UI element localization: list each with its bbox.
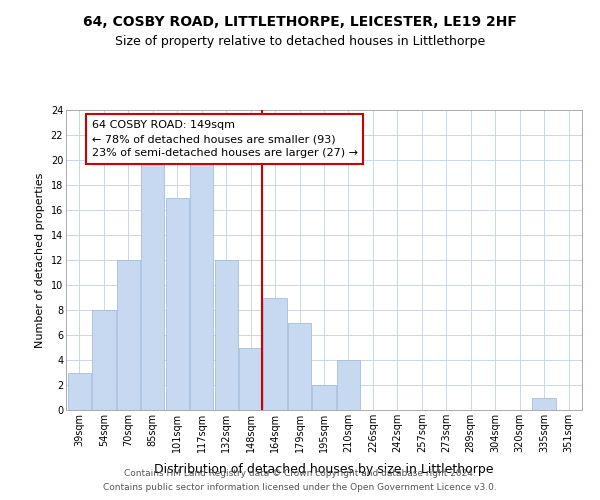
Bar xyxy=(141,160,164,410)
Bar xyxy=(239,348,262,410)
Text: Contains HM Land Registry data © Crown copyright and database right 2024.: Contains HM Land Registry data © Crown c… xyxy=(124,468,476,477)
Bar xyxy=(337,360,360,410)
Text: 64, COSBY ROAD, LITTLETHORPE, LEICESTER, LE19 2HF: 64, COSBY ROAD, LITTLETHORPE, LEICESTER,… xyxy=(83,15,517,29)
Bar xyxy=(190,160,214,410)
Text: 64 COSBY ROAD: 149sqm
← 78% of detached houses are smaller (93)
23% of semi-deta: 64 COSBY ROAD: 149sqm ← 78% of detached … xyxy=(92,120,358,158)
Bar xyxy=(313,385,335,410)
Bar xyxy=(215,260,238,410)
Bar xyxy=(532,398,556,410)
X-axis label: Distribution of detached houses by size in Littlethorpe: Distribution of detached houses by size … xyxy=(154,464,494,476)
Bar xyxy=(263,298,287,410)
Text: Size of property relative to detached houses in Littlethorpe: Size of property relative to detached ho… xyxy=(115,35,485,48)
Y-axis label: Number of detached properties: Number of detached properties xyxy=(35,172,45,348)
Bar xyxy=(166,198,189,410)
Bar xyxy=(68,372,91,410)
Bar xyxy=(92,310,116,410)
Bar xyxy=(117,260,140,410)
Text: Contains public sector information licensed under the Open Government Licence v3: Contains public sector information licen… xyxy=(103,484,497,492)
Bar xyxy=(288,322,311,410)
